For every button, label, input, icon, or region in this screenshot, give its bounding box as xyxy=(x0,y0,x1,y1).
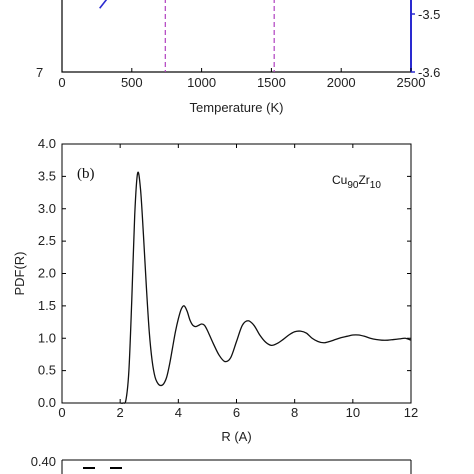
panel-b-x-tick-label: 10 xyxy=(346,405,360,420)
panel-b-y-ticks: 0.0 0.5 1.0 1.5 2.0 2.5 3.0 3.5 4.0 xyxy=(38,136,411,410)
top-right-y-tick-label: -3.6 xyxy=(418,65,440,80)
panel-b-y-tick-label: 2.0 xyxy=(38,266,56,281)
panel-b-x-ticks: 0 2 4 6 8 10 12 xyxy=(58,144,418,420)
top-x-tick-label: 500 xyxy=(121,75,143,90)
panel-b-y-tick-label: 3.0 xyxy=(38,201,56,216)
top-series xyxy=(99,0,108,9)
top-x-tick-label: 0 xyxy=(58,75,65,90)
panel-b-y-tick-label: 0.5 xyxy=(38,363,56,378)
panel-b-x-tick-label: 0 xyxy=(58,405,65,420)
top-panel-frame xyxy=(61,0,412,73)
composition-cu: Cu xyxy=(332,173,347,187)
bottom-panel: 0.40 xyxy=(31,454,412,474)
panel-b-y-tick-label: 1.0 xyxy=(38,330,56,345)
top-x-ticks: 0 500 1000 1500 2000 2500 xyxy=(58,68,425,90)
top-right-y-labels: -3.5 -3.6 xyxy=(411,7,440,80)
top-x-tick-label: 2000 xyxy=(327,75,356,90)
top-x-tick-label: 2500 xyxy=(397,75,426,90)
panel-b-y-tick-label: 3.5 xyxy=(38,168,56,183)
composition-label: Cu90Zr10 xyxy=(332,173,381,191)
pdf-curve xyxy=(120,171,412,404)
panel-b-y-tick-label: 2.5 xyxy=(38,233,56,248)
top-vlines xyxy=(164,0,275,72)
top-x-tick-label: 1500 xyxy=(257,75,286,90)
panel-b-y-axis-title: PDF(R) xyxy=(12,251,27,295)
top-panel: 0 500 1000 1500 2000 2500 7 -3.5 -3.6 Temperat… xyxy=(36,0,440,115)
top-x-tick-label: 1000 xyxy=(187,75,216,90)
panel-label: (b) xyxy=(77,166,95,182)
top-left-y-tick-label: 7 xyxy=(36,65,43,80)
top-right-y-tick-label: -3.5 xyxy=(418,7,440,22)
composition-zr-sub: 10 xyxy=(370,180,382,191)
composition-cu-sub: 90 xyxy=(347,180,359,191)
panel-b-x-tick-label: 2 xyxy=(117,405,124,420)
panel-b-y-tick-label: 4.0 xyxy=(38,136,56,151)
panel-b-x-axis-title: R (A) xyxy=(221,429,251,444)
bottom-panel-y-tick-label: 0.40 xyxy=(31,454,56,469)
panel-b-x-tick-label: 12 xyxy=(404,405,418,420)
panel-b-x-tick-label: 6 xyxy=(233,405,240,420)
top-x-axis-title: Temperature (K) xyxy=(190,100,284,115)
panel-b-y-tick-label: 0.0 xyxy=(38,395,56,410)
composition-zr: Zr xyxy=(358,173,369,187)
top-left-y-labels: 7 xyxy=(36,65,43,80)
top-series-line xyxy=(99,0,108,9)
panel-b-x-tick-label: 8 xyxy=(291,405,298,420)
panel-b-y-tick-label: 1.5 xyxy=(38,298,56,313)
panel-b: 0 2 4 6 8 10 12 0.0 0.5 1.0 1.5 2.0 2.5 3.0 3.5 4.0 (b… xyxy=(12,136,418,444)
panel-b-x-tick-label: 4 xyxy=(175,405,182,420)
